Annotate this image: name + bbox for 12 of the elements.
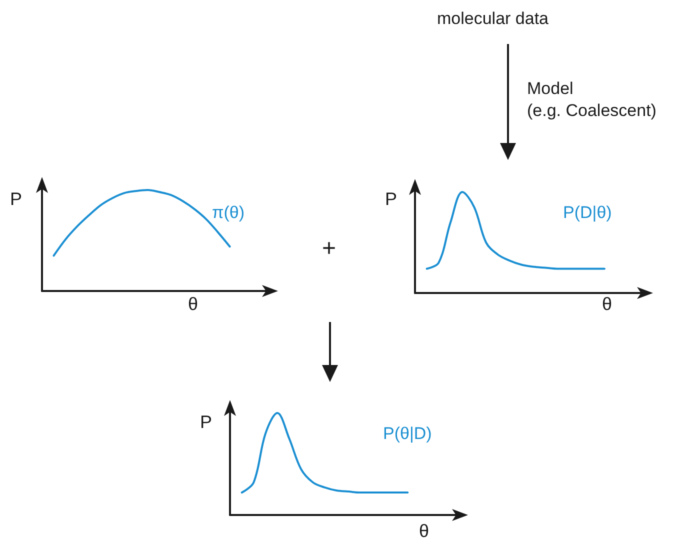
text: + (322, 235, 336, 262)
y-axis-title: P (385, 189, 398, 209)
x-axis-title: θ (188, 294, 198, 314)
text: P(D|θ) (563, 203, 612, 222)
text: P(θ|D) (383, 424, 432, 443)
x-axis-title: θ (602, 294, 612, 314)
y-axis-title: P (10, 189, 22, 209)
text: Model (e.g. Coalescent) (527, 78, 656, 122)
x-axis-title: θ (419, 521, 430, 541)
text: molecular data (437, 8, 549, 30)
y-axis-title: P (200, 412, 212, 432)
text: π(θ) (212, 203, 245, 222)
